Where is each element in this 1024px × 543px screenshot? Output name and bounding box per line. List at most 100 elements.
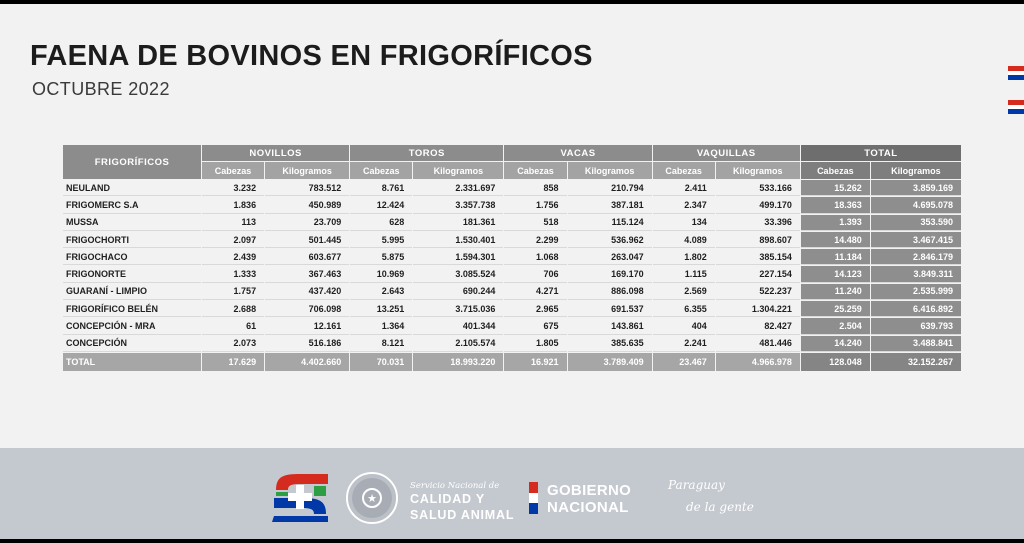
- kilogramos-cell: 437.420: [265, 283, 350, 301]
- sub-header-cabezas: Cabezas: [504, 162, 567, 179]
- paraguay-flag-icon: [1008, 100, 1024, 114]
- frigorifico-name: FRIGOCHACO: [63, 249, 201, 266]
- slogan: Paraguay de la gente: [668, 474, 754, 518]
- frigorifico-name: FRIGONORTE: [63, 266, 201, 283]
- frigorificos-header: FRIGORÍFICOS: [63, 145, 201, 179]
- table-row: FRIGORÍFICO BELÉN 2.688 706.098 13.251 3.715…: [63, 301, 961, 318]
- footer-bar: [0, 448, 1024, 539]
- sub-header-kilogramos: Kilogramos: [413, 162, 504, 179]
- slide: FAENA DE BOVINOS EN FRIGORÍFICOS OCTUBRE…: [0, 4, 1024, 539]
- cabezas-cell: 1.068: [504, 249, 567, 266]
- kilogramos-cell: 499.170: [715, 197, 800, 214]
- group-header-total: TOTAL: [800, 145, 961, 161]
- cabezas-cell: 2.643: [350, 283, 413, 301]
- cabezas-cell: 25.259: [800, 301, 870, 318]
- cabezas-cell: 706: [504, 266, 567, 283]
- frigorifico-name: CONCEPCIÓN - MRA: [63, 318, 201, 335]
- sub-header-cabezas: Cabezas: [652, 162, 715, 179]
- kilogramos-cell: 706.098: [265, 301, 350, 318]
- cabezas-cell: 134: [652, 214, 715, 231]
- service-line-3: SALUD ANIMAL: [410, 508, 515, 522]
- table-row: FRIGOCHORTI 2.097 501.445 5.995 1.530.401 2.2…: [63, 231, 961, 249]
- kilogramos-cell: 516.186: [265, 335, 350, 352]
- kilogramos-cell: 2.105.574: [413, 335, 504, 352]
- cabezas-cell: 11.240: [800, 283, 870, 301]
- cabezas-cell: 2.688: [202, 301, 265, 318]
- kilogramos-cell: 886.098: [567, 283, 652, 301]
- cabezas-cell: 23.467: [652, 352, 715, 371]
- frigorifico-name: FRIGORÍFICO BELÉN: [63, 301, 201, 318]
- cabezas-cell: 2.504: [800, 318, 870, 335]
- kilogramos-cell: 169.170: [567, 266, 652, 283]
- kilogramos-cell: 367.463: [265, 266, 350, 283]
- kilogramos-cell: 1.304.221: [715, 301, 800, 318]
- kilogramos-cell: 23.709: [265, 214, 350, 231]
- cabezas-cell: 4.271: [504, 283, 567, 301]
- cabezas-cell: 2.241: [652, 335, 715, 352]
- table-row: CONCEPCIÓN 2.073 516.186 8.121 2.105.574 1.80…: [63, 335, 961, 352]
- table-row: NEULAND 3.232 783.512 8.761 2.331.697 858 210.…: [63, 180, 961, 197]
- cabezas-cell: 5.995: [350, 231, 413, 249]
- group-header-vacas: VACAS: [504, 145, 652, 161]
- kilogramos-cell: 401.344: [413, 318, 504, 335]
- cabezas-cell: 16.921: [504, 352, 567, 371]
- table-row: CONCEPCIÓN - MRA 61 12.161 1.364 401.344 675 1…: [63, 318, 961, 335]
- kilogramos-cell: 3.859.169: [870, 180, 961, 197]
- cabezas-cell: 8.761: [350, 180, 413, 197]
- frigorifico-name: MUSSA: [63, 214, 201, 231]
- cabezas-cell: 1.836: [202, 197, 265, 214]
- cabezas-cell: 14.123: [800, 266, 870, 283]
- cabezas-cell: 4.089: [652, 231, 715, 249]
- cabezas-cell: 5.875: [350, 249, 413, 266]
- cabezas-cell: 404: [652, 318, 715, 335]
- kilogramos-cell: 3.357.738: [413, 197, 504, 214]
- cabezas-cell: 2.073: [202, 335, 265, 352]
- table-row: FRIGOMERC S.A 1.836 450.989 12.424 3.357.738…: [63, 197, 961, 214]
- kilogramos-cell: 385.635: [567, 335, 652, 352]
- faena-table: FRIGORÍFICOS NOVILLOS TOROS VACAS VAQUIL…: [62, 144, 962, 372]
- table-row: FRIGOCHACO 2.439 603.677 5.875 1.594.301 1.06…: [63, 249, 961, 266]
- kilogramos-cell: 783.512: [265, 180, 350, 197]
- cabezas-cell: 18.363: [800, 197, 870, 214]
- cabezas-cell: 2.411: [652, 180, 715, 197]
- service-line-2: CALIDAD Y: [410, 492, 486, 506]
- kilogramos-cell: 3.488.841: [870, 335, 961, 352]
- cabezas-cell: 1.364: [350, 318, 413, 335]
- senacsa-logo-icon: [272, 474, 328, 522]
- sub-header-cabezas: Cabezas: [350, 162, 413, 179]
- kilogramos-cell: 3.085.524: [413, 266, 504, 283]
- cabezas-cell: 628: [350, 214, 413, 231]
- slogan-line-1: Paraguay: [668, 478, 725, 492]
- cabezas-cell: 13.251: [350, 301, 413, 318]
- kilogramos-cell: 501.445: [265, 231, 350, 249]
- kilogramos-cell: 33.396: [715, 214, 800, 231]
- cabezas-cell: 14.240: [800, 335, 870, 352]
- cabezas-cell: 2.097: [202, 231, 265, 249]
- kilogramos-cell: 1.594.301: [413, 249, 504, 266]
- table-body: NEULAND 3.232 783.512 8.761 2.331.697 858 210.…: [63, 180, 961, 371]
- cabezas-cell: 3.232: [202, 180, 265, 197]
- cabezas-cell: 1.802: [652, 249, 715, 266]
- cabezas-cell: 10.969: [350, 266, 413, 283]
- frigorifico-name: TOTAL: [63, 352, 201, 371]
- kilogramos-cell: 4.966.978: [715, 352, 800, 371]
- kilogramos-cell: 12.161: [265, 318, 350, 335]
- kilogramos-cell: 3.849.311: [870, 266, 961, 283]
- cabezas-cell: 2.569: [652, 283, 715, 301]
- cabezas-cell: 11.184: [800, 249, 870, 266]
- cabezas-cell: 1.805: [504, 335, 567, 352]
- cabezas-cell: 675: [504, 318, 567, 335]
- kilogramos-cell: 639.793: [870, 318, 961, 335]
- cabezas-cell: 113: [202, 214, 265, 231]
- kilogramos-cell: 2.331.697: [413, 180, 504, 197]
- page-title: FAENA DE BOVINOS EN FRIGORÍFICOS: [30, 40, 593, 72]
- sub-header-kilogramos: Kilogramos: [567, 162, 652, 179]
- kilogramos-cell: 2.535.999: [870, 283, 961, 301]
- cabezas-cell: 1.115: [652, 266, 715, 283]
- cabezas-cell: 2.347: [652, 197, 715, 214]
- cabezas-cell: 2.299: [504, 231, 567, 249]
- kilogramos-cell: 4.402.660: [265, 352, 350, 371]
- cabezas-cell: 6.355: [652, 301, 715, 318]
- sub-header-cabezas: Cabezas: [800, 162, 870, 179]
- cabezas-cell: 1.393: [800, 214, 870, 231]
